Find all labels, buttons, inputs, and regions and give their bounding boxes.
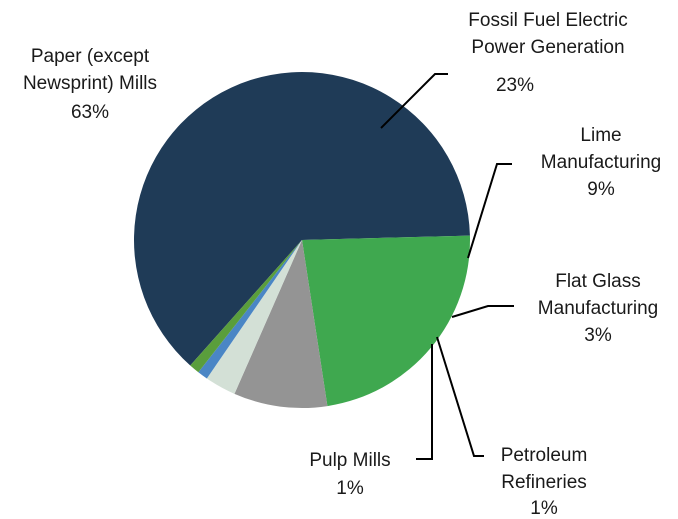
pie-slices: [133, 72, 470, 409]
slice-value-fossil: 23%: [496, 75, 534, 96]
leader-lines: [380, 73, 514, 460]
slice-value-flatglass: 3%: [584, 325, 612, 346]
leader-line-pulp: [416, 344, 433, 460]
slice-label-petroleum-line1: Petroleum: [501, 445, 588, 466]
slice-label-lime-line2: Manufacturing: [541, 152, 661, 173]
leader-line-lime: [467, 163, 512, 259]
slice-label-fossil-line1: Fossil Fuel Electric: [468, 10, 627, 31]
slice-label-paper-line2: Newsprint) Mills: [23, 73, 157, 94]
slice-labels: Paper (except Newsprint) Mills 63% Fossi…: [23, 10, 661, 519]
leader-line-flatglass: [451, 305, 514, 318]
slice-value-petroleum: 1%: [530, 498, 558, 519]
slice-label-lime-line1: Lime: [580, 125, 621, 146]
slice-value-lime: 9%: [587, 179, 615, 200]
leader-line-petroleum: [436, 336, 484, 457]
slice-label-fossil-line2: Power Generation: [471, 37, 624, 58]
pie-slice-petroleum: [198, 240, 302, 379]
slice-label-flatglass-line2: Manufacturing: [538, 298, 658, 319]
pie-slice-fossil: [302, 235, 470, 407]
slice-label-flatglass-line1: Flat Glass: [555, 271, 641, 292]
pie-slice-lime: [234, 240, 328, 409]
pie-slice-paper: [133, 72, 470, 366]
pie-slice-flatglass: [206, 240, 302, 394]
slice-value-paper: 63%: [71, 102, 109, 123]
slice-label-petroleum-line2: Refineries: [501, 472, 587, 493]
pie-slice-pulp: [190, 240, 302, 373]
slice-label-paper-line1: Paper (except: [31, 46, 150, 67]
leader-line-fossil: [380, 73, 448, 129]
slice-label-pulp-line1: Pulp Mills: [309, 450, 390, 471]
slice-value-pulp: 1%: [336, 478, 364, 499]
